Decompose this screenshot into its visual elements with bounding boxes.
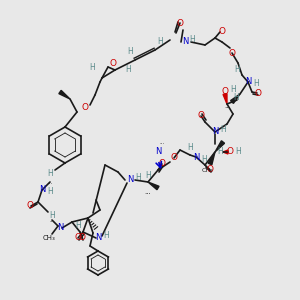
Polygon shape: [223, 150, 228, 154]
Text: H: H: [189, 35, 195, 44]
Text: H: H: [145, 172, 151, 181]
Text: ...: ...: [145, 189, 152, 195]
Text: H: H: [235, 148, 241, 157]
Text: N: N: [95, 233, 101, 242]
Text: N: N: [155, 148, 161, 157]
Text: N: N: [193, 152, 199, 161]
Text: H: H: [217, 148, 223, 157]
Text: O: O: [110, 58, 116, 68]
Text: N: N: [182, 38, 188, 46]
Text: O: O: [74, 233, 82, 242]
Text: N: N: [212, 128, 218, 136]
Polygon shape: [208, 152, 215, 165]
Polygon shape: [148, 182, 159, 190]
Text: O: O: [197, 112, 205, 121]
Text: H: H: [47, 188, 53, 196]
Text: O: O: [170, 154, 178, 163]
Text: H: H: [234, 65, 240, 74]
Text: O: O: [221, 88, 229, 97]
Text: H: H: [47, 169, 53, 178]
Text: O: O: [218, 28, 226, 37]
Text: N: N: [39, 185, 45, 194]
Text: H: H: [157, 38, 163, 46]
Text: O: O: [226, 148, 233, 157]
Text: N: N: [127, 176, 133, 184]
Text: H: H: [75, 220, 81, 230]
Text: CH₃: CH₃: [201, 167, 213, 172]
Text: CH₃: CH₃: [43, 235, 56, 241]
Text: H: H: [230, 85, 236, 94]
Text: H: H: [135, 173, 141, 182]
Text: O: O: [158, 160, 166, 169]
Text: H: H: [89, 62, 95, 71]
Text: H: H: [220, 125, 226, 134]
Text: H: H: [49, 211, 55, 220]
Polygon shape: [231, 94, 240, 104]
Polygon shape: [223, 94, 227, 104]
Text: O: O: [79, 233, 86, 242]
Text: ...: ...: [159, 140, 165, 145]
Text: H: H: [253, 80, 259, 88]
Text: N: N: [57, 224, 63, 232]
Text: H: H: [127, 47, 133, 56]
Text: O: O: [254, 88, 262, 98]
Text: O: O: [229, 49, 236, 58]
Text: N: N: [245, 77, 251, 86]
Text: H: H: [233, 94, 239, 103]
Polygon shape: [215, 141, 225, 152]
Text: O: O: [26, 202, 34, 211]
Text: ...: ...: [50, 218, 55, 223]
Text: ...: ...: [47, 179, 52, 184]
Text: O: O: [82, 103, 88, 112]
Text: H: H: [125, 65, 131, 74]
Text: H: H: [187, 143, 193, 152]
Polygon shape: [59, 90, 70, 99]
Text: ...: ...: [225, 103, 231, 109]
Text: H: H: [201, 154, 207, 164]
Text: H: H: [103, 232, 109, 241]
Text: O: O: [176, 20, 184, 28]
Text: O: O: [206, 166, 214, 175]
